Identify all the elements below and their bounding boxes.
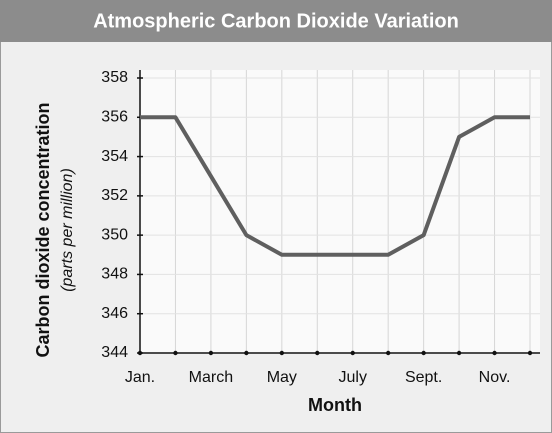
x-tick <box>208 350 214 356</box>
x-tick <box>173 350 178 356</box>
x-tick <box>350 350 355 356</box>
x-axis-label: Month <box>308 395 362 415</box>
chart-title: Atmospheric Carbon Dioxide Variation <box>93 10 459 32</box>
x-tick <box>421 350 426 356</box>
y-axis-label: Carbon dioxide concentration <box>33 102 53 357</box>
x-tick-label: July <box>339 369 367 386</box>
x-tick-label: March <box>189 369 233 386</box>
x-tick <box>492 350 497 356</box>
title-bar <box>0 0 552 42</box>
x-tick <box>385 350 391 356</box>
x-tick <box>315 350 320 356</box>
y-tick-label: 346 <box>101 305 128 322</box>
y-tick-label: 358 <box>101 69 128 86</box>
data-line <box>140 115 530 257</box>
x-tick <box>456 350 462 356</box>
y-tick-label: 344 <box>101 344 128 361</box>
x-tick-label: May <box>267 369 297 386</box>
y-tick-label: 352 <box>101 187 128 204</box>
x-tick-label: Nov. <box>479 369 511 386</box>
x-tick <box>137 350 143 356</box>
y-tick-label: 348 <box>101 266 128 283</box>
plot-area <box>140 70 540 354</box>
y-tick-label: 350 <box>101 226 128 243</box>
x-tick <box>279 350 285 356</box>
x-tick <box>527 350 533 356</box>
x-tick-label: Jan. <box>125 369 155 386</box>
x-tick <box>244 350 249 356</box>
y-tick-label: 356 <box>101 109 128 126</box>
x-tick-label: Sept. <box>405 369 442 386</box>
y-axis-units: (parts per million) <box>59 168 76 292</box>
y-tick-label: 354 <box>101 148 128 165</box>
